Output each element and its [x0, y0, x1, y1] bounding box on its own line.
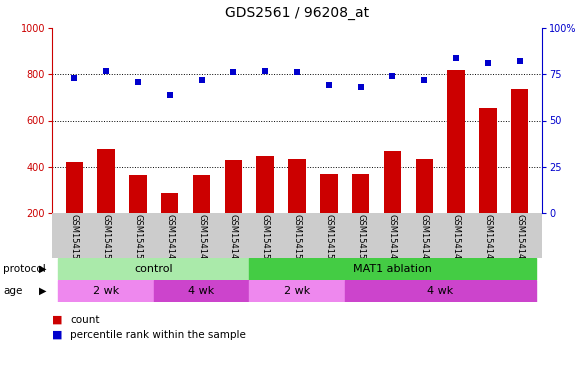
Bar [288, 159, 306, 259]
Text: MAT1 ablation: MAT1 ablation [353, 264, 432, 274]
Text: GSM154145: GSM154145 [388, 214, 397, 265]
Text: GSM154149: GSM154149 [515, 214, 524, 265]
Point [292, 70, 302, 76]
Point [102, 68, 111, 74]
Text: GSM154148: GSM154148 [483, 214, 492, 265]
Text: GSM154151: GSM154151 [102, 214, 111, 265]
Bar [352, 174, 369, 259]
Text: 2 wk: 2 wk [284, 286, 310, 296]
Point [260, 68, 270, 74]
Point [197, 77, 206, 83]
Point [70, 75, 79, 81]
Point [165, 91, 175, 98]
Text: protocol: protocol [3, 264, 46, 274]
Text: GSM154143: GSM154143 [197, 214, 206, 265]
Bar [193, 175, 211, 259]
Bar [384, 151, 401, 259]
Bar [59, 258, 249, 280]
Text: ■: ■ [52, 330, 63, 340]
Bar [415, 159, 433, 259]
Point [356, 84, 365, 90]
Point [324, 82, 334, 88]
Bar [447, 70, 465, 259]
Bar [345, 280, 536, 301]
Bar [256, 156, 274, 259]
Text: GSM154156: GSM154156 [356, 214, 365, 265]
Bar [161, 193, 179, 259]
Text: 4 wk: 4 wk [427, 286, 454, 296]
Text: GSM154153: GSM154153 [260, 214, 270, 265]
Point [451, 55, 461, 61]
Text: GSM154147: GSM154147 [452, 214, 461, 265]
Bar [129, 175, 147, 259]
Text: GSM154152: GSM154152 [133, 214, 143, 265]
Text: GSM154150: GSM154150 [70, 214, 79, 265]
Text: 4 wk: 4 wk [188, 286, 215, 296]
Text: count: count [70, 315, 100, 325]
Point [388, 73, 397, 79]
Text: GDS2561 / 96208_at: GDS2561 / 96208_at [225, 6, 369, 20]
Text: age: age [3, 286, 22, 296]
Text: GSM154146: GSM154146 [420, 214, 429, 265]
Bar [249, 258, 536, 280]
Point [515, 58, 524, 65]
Bar [97, 149, 115, 259]
Bar [59, 280, 154, 301]
Bar [479, 108, 496, 259]
Text: GSM154144: GSM154144 [229, 214, 238, 265]
Text: percentile rank within the sample: percentile rank within the sample [70, 330, 246, 340]
Bar [249, 280, 345, 301]
Bar [511, 89, 528, 259]
Point [483, 60, 492, 66]
Bar [224, 160, 242, 259]
Text: GSM154155: GSM154155 [324, 214, 334, 265]
Text: control: control [135, 264, 173, 274]
Text: ■: ■ [52, 315, 63, 325]
Text: GSM154154: GSM154154 [292, 214, 302, 265]
Bar [66, 162, 83, 259]
Point [420, 77, 429, 83]
Point [229, 70, 238, 76]
Text: GSM154142: GSM154142 [165, 214, 174, 265]
Text: 2 wk: 2 wk [93, 286, 119, 296]
Bar [154, 280, 249, 301]
Bar [320, 174, 338, 259]
Text: ▶: ▶ [38, 264, 46, 274]
Point [133, 79, 143, 85]
Text: ▶: ▶ [38, 286, 46, 296]
